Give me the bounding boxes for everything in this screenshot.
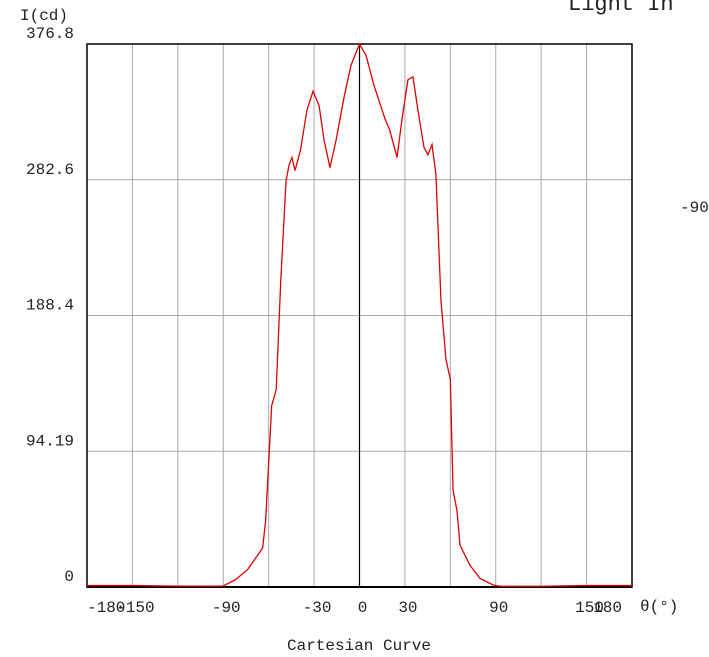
x-tick-label: 90: [489, 599, 508, 617]
x-tick-label: -90: [212, 599, 241, 617]
x-tick-label: 180: [593, 599, 622, 617]
chart-title: Light In: [568, 0, 674, 17]
x-tick-label: -180: [87, 599, 125, 617]
y-tick-label: 0: [64, 568, 74, 586]
x-axis-label: θ(°): [640, 598, 678, 616]
caption: Cartesian Curve: [287, 637, 431, 655]
side-label: -90: [680, 199, 709, 217]
x-tick-label: -30: [303, 599, 332, 617]
x-tick-label: 0: [358, 599, 368, 617]
y-tick-label: 188.4: [26, 297, 74, 315]
x-tick-label: 150: [575, 599, 604, 617]
x-tick-label: 30: [398, 599, 417, 617]
x-tick-label: -150: [116, 599, 154, 617]
y-tick-label: 376.8: [26, 25, 74, 43]
y-tick-label: 94.19: [26, 432, 74, 450]
y-tick-label: 282.6: [26, 161, 74, 179]
y-axis-label: I(cd): [20, 7, 68, 25]
curve: [87, 42, 632, 587]
